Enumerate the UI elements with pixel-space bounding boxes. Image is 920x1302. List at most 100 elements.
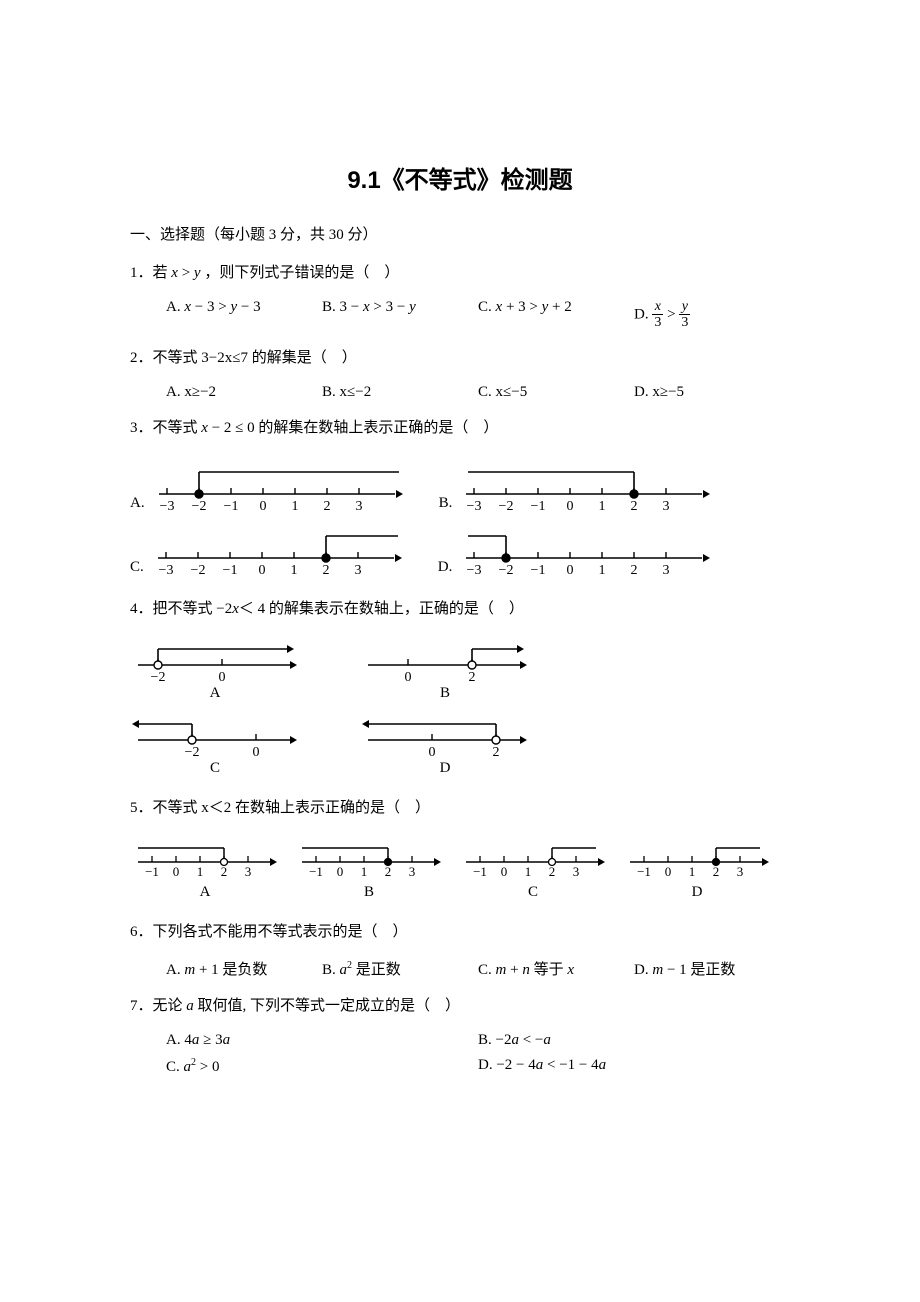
svg-text:2: 2 bbox=[713, 864, 720, 879]
svg-text:0: 0 bbox=[259, 499, 266, 514]
svg-text:2: 2 bbox=[385, 864, 392, 879]
svg-text:−2: −2 bbox=[499, 499, 514, 514]
numberline-4d: 02 bbox=[360, 710, 530, 758]
svg-text:2: 2 bbox=[631, 563, 638, 578]
svg-text:2: 2 bbox=[323, 499, 330, 514]
numberline-4b: 02 bbox=[360, 635, 530, 683]
svg-text:0: 0 bbox=[501, 864, 508, 879]
page-title: 9.1《不等式》检测题 bbox=[130, 160, 790, 195]
numberline-5c: −10123 bbox=[458, 834, 608, 882]
q5-opt-c: −10123 C bbox=[458, 834, 608, 901]
q2-stem: 2．不等式 3−2x≤7 的解集是（ ） bbox=[130, 345, 790, 372]
q4-opt-b: 02 B bbox=[360, 635, 530, 702]
numberline-3c: −3 −2 −1 0 1 2 3 bbox=[150, 518, 410, 578]
svg-text:3: 3 bbox=[355, 499, 362, 514]
q5-opt-d: −10123 D bbox=[622, 834, 772, 901]
svg-text:−2: −2 bbox=[190, 563, 205, 578]
svg-text:3: 3 bbox=[409, 864, 416, 879]
svg-text:−3: −3 bbox=[158, 563, 173, 578]
q1-opt-c: C. x + 3 > y + 2 bbox=[478, 299, 634, 331]
q5-figures: −10123 A −10123 B −10123 C −10123 D bbox=[130, 834, 790, 901]
q5-opt-b: −10123 B bbox=[294, 834, 444, 901]
q7-opt-c: C. a2 > 0 bbox=[166, 1057, 478, 1076]
svg-text:3: 3 bbox=[245, 864, 252, 879]
q6-opt-b: B. a2 是正数 bbox=[322, 958, 478, 979]
svg-text:3: 3 bbox=[663, 499, 670, 514]
svg-text:0: 0 bbox=[219, 670, 226, 683]
numberline-3b: −3 −2 −1 0 1 2 3 bbox=[458, 454, 718, 514]
numberline-4c: −2 0 bbox=[130, 710, 300, 758]
svg-text:1: 1 bbox=[599, 499, 606, 514]
q2-opt-d: D. x≥−5 bbox=[634, 384, 790, 401]
svg-text:0: 0 bbox=[405, 670, 412, 683]
q6-options: A. m + 1 是负数 B. a2 是正数 C. m + n 等于 x D. … bbox=[130, 958, 790, 979]
svg-text:1: 1 bbox=[599, 563, 606, 578]
q7-opt-a: A. 4a ≥ 3a bbox=[166, 1032, 478, 1049]
section-heading: 一、选择题（每小题 3 分，共 30 分） bbox=[130, 223, 790, 244]
numberline-5b: −10123 bbox=[294, 834, 444, 882]
q2-opt-a: A. x≥−2 bbox=[166, 384, 322, 401]
svg-text:−3: −3 bbox=[467, 499, 482, 514]
q4-opt-d: 02 D bbox=[360, 710, 530, 777]
svg-text:0: 0 bbox=[665, 864, 672, 879]
q7-opt-d: D. −2 − 4a < −1 − 4a bbox=[478, 1057, 790, 1076]
svg-text:−1: −1 bbox=[531, 499, 546, 514]
numberline-5d: −1 0 1 2 3 bbox=[622, 834, 772, 882]
svg-text:−1: −1 bbox=[309, 864, 323, 879]
svg-text:2: 2 bbox=[469, 670, 476, 683]
q4-opt-a: −20 A bbox=[130, 635, 300, 702]
svg-text:0: 0 bbox=[337, 864, 344, 879]
svg-text:3: 3 bbox=[354, 563, 361, 578]
q7-stem: 7．无论 a 取何值, 下列不等式一定成立的是（ ） bbox=[130, 993, 790, 1020]
svg-text:3: 3 bbox=[573, 864, 580, 879]
svg-text:−2: −2 bbox=[185, 745, 200, 758]
svg-text:0: 0 bbox=[567, 499, 574, 514]
q3-opt-a: A. −3−2−10123 bbox=[130, 454, 411, 514]
q1-stem: 1．若 x > y ，则下列式子错误的是（ ） bbox=[130, 260, 790, 287]
svg-text:1: 1 bbox=[689, 864, 696, 879]
q4-opt-c: −20 C bbox=[130, 710, 300, 777]
q3-opt-b: B. −3−2−10123 bbox=[439, 454, 719, 514]
q3-opt-c: C. −3−2−10123 bbox=[130, 518, 410, 578]
q5-stem: 5．不等式 x＜2 在数轴上表示正确的是（ ） bbox=[130, 795, 790, 822]
numberline-3d: −3−2−10123 bbox=[458, 518, 718, 578]
page: 9.1《不等式》检测题 一、选择题（每小题 3 分，共 30 分） 1．若 x … bbox=[0, 0, 920, 1154]
q7-options: A. 4a ≥ 3a B. −2a < −a C. a2 > 0 D. −2 −… bbox=[130, 1032, 790, 1084]
q4-stem: 4．把不等式 −2x＜ 4 的解集表示在数轴上，正确的是（ ） bbox=[130, 596, 790, 623]
q1-opt-a: A. x − 3 > y − 3 bbox=[166, 299, 322, 331]
svg-text:0: 0 bbox=[567, 563, 574, 578]
q6-opt-c: C. m + n 等于 x bbox=[478, 958, 634, 979]
svg-text:1: 1 bbox=[197, 864, 204, 879]
q2-options: A. x≥−2 B. x≤−2 C. x≤−5 D. x≥−5 bbox=[130, 384, 790, 401]
q4-figures: −20 A 02 B −20 C 02 D bbox=[130, 635, 790, 777]
svg-text:2: 2 bbox=[493, 745, 500, 758]
svg-text:0: 0 bbox=[253, 745, 260, 758]
svg-text:1: 1 bbox=[291, 499, 298, 514]
svg-text:0: 0 bbox=[258, 563, 265, 578]
svg-text:−1: −1 bbox=[637, 864, 651, 879]
svg-text:−2: −2 bbox=[191, 499, 206, 514]
svg-text:2: 2 bbox=[221, 864, 228, 879]
svg-text:3: 3 bbox=[737, 864, 744, 879]
svg-text:2: 2 bbox=[322, 563, 329, 578]
svg-text:2: 2 bbox=[631, 499, 638, 514]
svg-text:0: 0 bbox=[173, 864, 180, 879]
q6-stem: 6．下列各式不能用不等式表示的是（ ） bbox=[130, 919, 790, 946]
numberline-4a: −20 bbox=[130, 635, 300, 683]
q3-opt-d: D. −3−2−10123 bbox=[438, 518, 719, 578]
svg-text:−1: −1 bbox=[473, 864, 487, 879]
svg-text:−3: −3 bbox=[159, 499, 174, 514]
svg-text:0: 0 bbox=[429, 745, 436, 758]
q6-opt-d: D. m − 1 是正数 bbox=[634, 958, 790, 979]
numberline-3a: −3−2−10123 bbox=[151, 454, 411, 514]
q1-options: A. x − 3 > y − 3 B. 3 − x > 3 − y C. x +… bbox=[130, 299, 790, 331]
svg-text:−1: −1 bbox=[531, 563, 546, 578]
svg-text:3: 3 bbox=[663, 563, 670, 578]
svg-text:−3: −3 bbox=[467, 563, 482, 578]
svg-text:1: 1 bbox=[290, 563, 297, 578]
q1-opt-b: B. 3 − x > 3 − y bbox=[322, 299, 478, 331]
q2-opt-b: B. x≤−2 bbox=[322, 384, 478, 401]
svg-text:1: 1 bbox=[525, 864, 532, 879]
svg-text:−1: −1 bbox=[222, 563, 237, 578]
q3-stem: 3．不等式 x − 2 ≤ 0 的解集在数轴上表示正确的是（ ） bbox=[130, 415, 790, 442]
